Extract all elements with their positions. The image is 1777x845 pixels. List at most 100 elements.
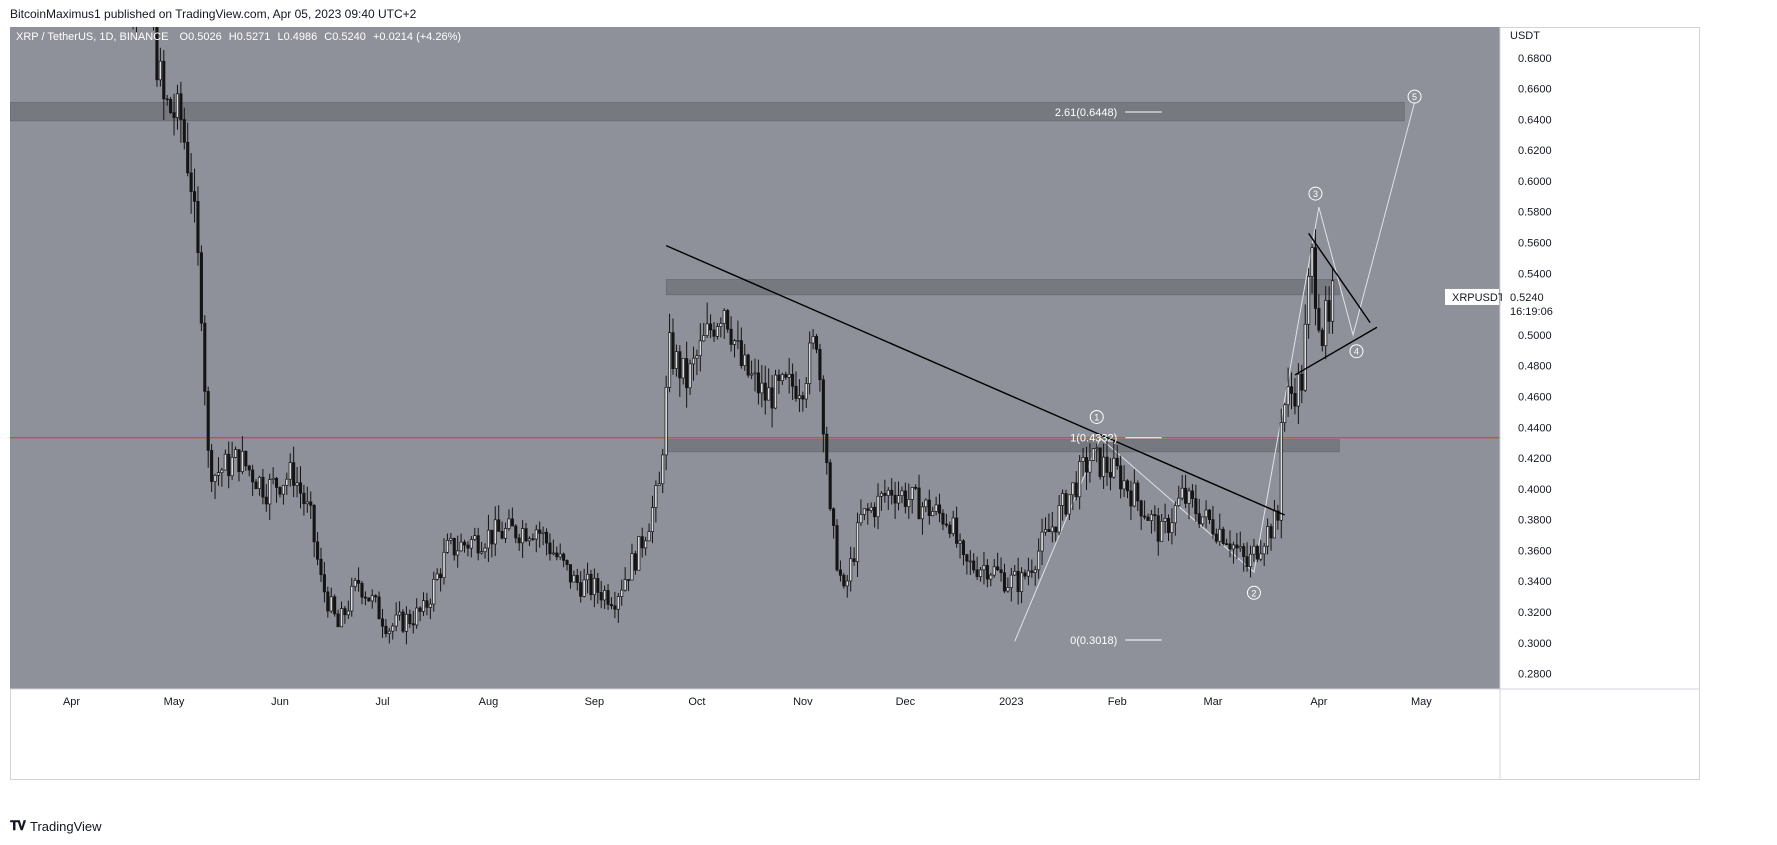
candle-body [599, 592, 603, 601]
price-axis[interactable]: 0.6800 0.6600 0.6400 0.6200 0.6000 0.5800 0.56… [1518, 53, 1552, 681]
candle-body [480, 551, 484, 554]
candle-body [1102, 456, 1106, 477]
candle-body [544, 531, 549, 544]
candle-body [196, 200, 200, 254]
candle-body [1228, 543, 1232, 550]
candle-body [1037, 550, 1041, 571]
zone-layer [10, 102, 1405, 453]
candle-body [1184, 487, 1188, 504]
price-tick-label: 0.4800 [1518, 361, 1552, 373]
brand-label: TradingView [30, 819, 102, 834]
wave-label-circle [1308, 186, 1323, 201]
price-tick-label: 0.6400 [1518, 114, 1552, 126]
candle-body [462, 541, 467, 546]
candle-body [681, 358, 685, 379]
wave-label-number: 1 [1094, 412, 1099, 422]
candle-body [473, 535, 477, 540]
candle-body [1197, 513, 1201, 525]
candle-body [1030, 570, 1034, 573]
chart-title: XRP / TetherUS, 1D, BINANCE [16, 31, 168, 43]
candle-body [582, 579, 586, 597]
candle-body [1201, 516, 1205, 525]
candle-body [370, 595, 374, 602]
candle-body [674, 351, 678, 369]
candle-body [671, 332, 675, 369]
wave-label: 5 [1407, 89, 1422, 104]
candle-body [240, 450, 244, 472]
tradingview-brand[interactable]: 𝐓𝐕 TradingView [10, 819, 102, 834]
candle-body [1132, 482, 1136, 507]
candle-body [452, 538, 456, 556]
candle-body [1262, 545, 1266, 555]
price-tick-label: 0.6200 [1518, 145, 1552, 157]
candle-body [418, 607, 422, 612]
candle-body [329, 596, 333, 612]
time-tick-label: Mar [1203, 696, 1222, 708]
candle-body [589, 573, 593, 596]
candle-body [357, 580, 361, 584]
candle-body [907, 499, 911, 507]
candle-body [1002, 572, 1007, 592]
candle-body [968, 560, 972, 563]
candle-body [309, 501, 313, 506]
candle-body [1303, 323, 1307, 391]
candle-body [773, 374, 778, 409]
candle-body [1307, 275, 1311, 325]
horizontal-zone [665, 279, 1340, 296]
candle-body [746, 354, 750, 376]
candle-body [1300, 373, 1304, 391]
candle-body [633, 553, 637, 571]
candle-body [275, 477, 279, 488]
symbol-ohlc-legend[interactable]: XRP / TetherUS, 1D, BINANCE O0.5026 H0.5… [16, 31, 461, 43]
candle-body [1221, 528, 1225, 545]
candle-body [1324, 300, 1328, 347]
price-tick-label: 0.6000 [1518, 176, 1552, 188]
price-tick-label: 0.6600 [1518, 84, 1552, 96]
candle-body [691, 357, 696, 365]
candle-body [210, 450, 214, 482]
candle-body [1149, 514, 1153, 521]
candle-body [1026, 570, 1030, 577]
candle-body [989, 574, 993, 580]
candle-body [350, 585, 354, 612]
candle-body [1163, 518, 1167, 522]
candle-body [715, 326, 719, 337]
currency-label: USDT [1510, 30, 1540, 42]
candle-body [493, 519, 497, 545]
candle-body [972, 560, 976, 571]
high-value: 0.5271 [237, 31, 271, 43]
price-tick-label: 0.4600 [1518, 391, 1552, 403]
wave-label-circle [1246, 585, 1261, 600]
candle-body [445, 540, 449, 553]
candle-body [562, 553, 566, 561]
candle-body [1006, 587, 1010, 592]
candle-body [1293, 393, 1297, 407]
candle-body [804, 383, 808, 400]
fib-level-label: 1(0.4332) [1070, 433, 1117, 445]
time-tick-label: Jul [375, 696, 389, 708]
price-tick-label: 0.3200 [1518, 607, 1552, 619]
candle-body [227, 453, 231, 477]
candle-body [801, 395, 805, 400]
candle-body [917, 487, 921, 520]
time-axis[interactable]: Apr May Jun Jul Aug Sep Oct Nov Dec 2023 Feb Mar Apr… [63, 696, 1432, 708]
time-tick-label: 2023 [999, 696, 1023, 708]
candle-body [469, 539, 473, 549]
candle-body [182, 119, 186, 143]
plot-area[interactable] [10, 27, 1500, 689]
chart[interactable]: 2.61(0.6448) 1(0.4332) 0(0.3018) 1 2 3 4 5 0.6… [10, 27, 1700, 780]
candle-body [910, 487, 914, 500]
candle-body [1235, 544, 1239, 549]
candle-body [1190, 490, 1194, 499]
candle-body [934, 504, 938, 512]
candle-body [821, 379, 825, 435]
candle-body [1057, 505, 1061, 533]
candle-body [668, 332, 672, 388]
candle-body [637, 536, 641, 571]
candle-body [1310, 247, 1314, 277]
candle-body [1040, 531, 1044, 552]
candle-body [1231, 544, 1235, 550]
candle-body [538, 529, 542, 534]
candle-body [302, 492, 306, 505]
candle-body [261, 476, 265, 498]
